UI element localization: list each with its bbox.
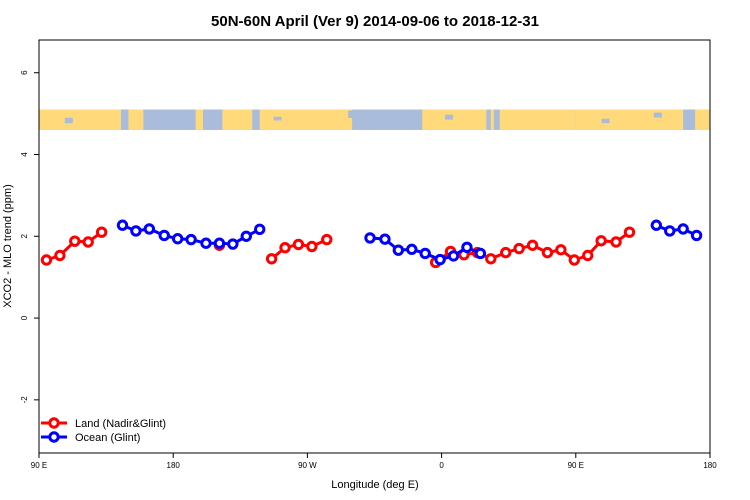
data-point xyxy=(213,237,226,249)
data-point xyxy=(130,225,142,237)
map-land-patch xyxy=(490,109,494,130)
plot-frame xyxy=(38,39,711,454)
data-point xyxy=(513,242,525,255)
data-point xyxy=(82,236,94,248)
data-point xyxy=(392,244,405,256)
map-inlet xyxy=(273,116,282,121)
data-point xyxy=(364,232,376,244)
data-point xyxy=(306,240,318,253)
data-point xyxy=(568,254,581,266)
data-point xyxy=(555,244,567,256)
y-tick-label: 4 xyxy=(20,152,29,157)
map-land-patch xyxy=(39,109,122,130)
x-axis-label: Longitude (deg E) xyxy=(331,479,418,491)
data-point xyxy=(40,254,53,266)
data-point xyxy=(447,250,460,262)
data-point xyxy=(321,233,333,246)
map-land-patch xyxy=(128,109,144,130)
data-point xyxy=(526,239,539,251)
y-tick-label: 0 xyxy=(20,315,29,320)
data-point xyxy=(474,247,487,260)
map-land-patch xyxy=(499,109,576,130)
data-point xyxy=(116,219,129,231)
world-map-land xyxy=(39,109,710,130)
y-tick-label: 6 xyxy=(20,70,29,75)
data-point xyxy=(379,233,391,245)
map-land-patch xyxy=(422,109,487,130)
data-point xyxy=(623,226,636,238)
data-point xyxy=(690,229,703,242)
data-point xyxy=(158,229,170,242)
map-inlet xyxy=(348,110,357,118)
data-point xyxy=(650,219,663,231)
data-point xyxy=(485,253,497,265)
data-point xyxy=(461,241,473,254)
map-land-patch xyxy=(575,109,684,130)
data-point xyxy=(171,233,184,245)
data-point xyxy=(434,253,446,266)
data-point xyxy=(582,249,594,262)
x-tick-label: 0 xyxy=(439,461,444,470)
x-tick-label: 90 E xyxy=(568,461,584,470)
data-point xyxy=(54,249,66,262)
map-inlet xyxy=(206,112,215,119)
map-land-patch xyxy=(259,109,353,130)
legend-marker-land xyxy=(48,417,60,429)
legend-label-ocean: Ocean (Glint) xyxy=(75,432,140,444)
legend-label-land: Land (Nadir&Glint) xyxy=(75,418,166,430)
data-point xyxy=(200,237,212,249)
x-tick-label: 180 xyxy=(703,461,717,470)
x-tick-label: 90 E xyxy=(31,461,47,470)
data-point xyxy=(541,246,554,259)
data-point xyxy=(292,238,305,251)
data-point xyxy=(419,247,431,260)
map-inlet xyxy=(653,112,662,118)
data-point xyxy=(265,253,278,265)
legend-marker-ocean xyxy=(48,431,60,443)
map-land-patch xyxy=(695,109,710,130)
map-land-patch xyxy=(195,109,204,130)
data-point xyxy=(143,223,156,235)
x-axis: 90 E 180 90 W 0 90 E 180 xyxy=(31,453,717,470)
data-point xyxy=(185,233,197,246)
map-inlet xyxy=(601,118,610,124)
x-tick-label: 90 W xyxy=(298,461,317,470)
x-tick-label: 180 xyxy=(167,461,181,470)
data-point xyxy=(677,223,689,235)
data-point xyxy=(595,235,607,247)
y-axis: -2 0 2 4 6 xyxy=(20,70,39,403)
y-tick-label: -2 xyxy=(20,396,29,404)
series-line xyxy=(655,223,698,237)
data-point xyxy=(69,235,81,247)
y-axis-label: XCO2 - MLO trend (ppm) xyxy=(2,184,14,307)
series-land xyxy=(40,226,636,269)
legend: Land (Nadir&Glint) Ocean (Glint) xyxy=(41,417,166,444)
data-point xyxy=(610,236,622,248)
data-point xyxy=(253,223,266,236)
data-point xyxy=(500,246,512,259)
data-point xyxy=(664,225,676,237)
data-point xyxy=(95,226,108,238)
data-point xyxy=(279,242,291,254)
data-point xyxy=(406,243,418,256)
series-ocean xyxy=(116,219,703,266)
map-inlet xyxy=(445,114,454,120)
y-tick-label: 2 xyxy=(20,234,29,239)
series-layer xyxy=(40,219,703,269)
data-point xyxy=(240,230,252,242)
map-inlet xyxy=(64,117,73,124)
chart-title: 50N-60N April (Ver 9) 2014-09-06 to 2018… xyxy=(211,13,539,30)
map-land-patch xyxy=(222,109,253,130)
data-point xyxy=(227,238,239,250)
